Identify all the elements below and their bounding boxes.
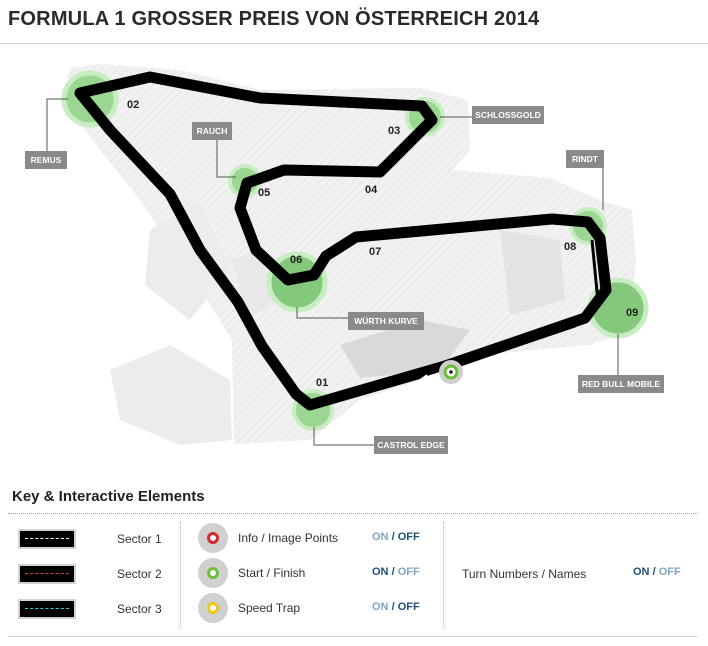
speed-trap-toggle: ON / OFF xyxy=(372,601,420,613)
key-divider xyxy=(8,513,698,514)
direction-arrow xyxy=(420,372,441,381)
sector-1-legend: Sector 1 xyxy=(20,529,220,551)
toggle-separator: / xyxy=(652,566,656,578)
start-finish-toggle: ON / OFF xyxy=(372,566,420,578)
turn-numbers-off[interactable]: OFF xyxy=(658,566,681,578)
turn-number-04: 04 xyxy=(365,184,378,196)
svg-text:CASTROL EDGE: CASTROL EDGE xyxy=(377,440,445,450)
corner-badge-rauch: RAUCH xyxy=(192,122,232,140)
svg-text:RAUCH: RAUCH xyxy=(197,126,228,136)
start-finish-label: Start / Finish xyxy=(238,566,306,580)
svg-text:WÜRTH KURVE: WÜRTH KURVE xyxy=(354,316,418,326)
turn-number-01: 01 xyxy=(316,377,328,389)
page-title: FORMULA 1 GROSSER PREIS VON ÖSTERREICH 2… xyxy=(8,8,540,30)
track-outline xyxy=(74,71,612,411)
key-column-divider xyxy=(180,522,181,628)
turn-numbers-label: Turn Numbers / Names xyxy=(462,567,587,581)
turn-number-07: 07 xyxy=(369,246,381,258)
sector-3-label: Sector 3 xyxy=(117,602,162,616)
turn-number-02: 02 xyxy=(127,99,139,111)
turn-number-09: 09 xyxy=(626,307,638,319)
speed-trap-row: Speed Trap xyxy=(198,593,438,623)
start-finish-row: Start / Finish xyxy=(198,558,438,588)
sector-3-swatch xyxy=(20,601,74,617)
start-finish-on[interactable]: ON xyxy=(372,566,389,578)
speed-trap-label: Speed Trap xyxy=(238,601,301,615)
corner-badge-schlossgold: SCHLOSSGOLD xyxy=(472,106,544,124)
sector-2-legend: Sector 2 xyxy=(20,564,220,586)
toggle-separator: / xyxy=(391,566,395,578)
turn-numbers-toggle: ON / OFF xyxy=(633,566,681,578)
svg-text:SCHLOSSGOLD: SCHLOSSGOLD xyxy=(475,110,541,120)
speed-trap-off[interactable]: OFF xyxy=(397,601,420,613)
key-column-divider xyxy=(443,522,444,628)
corner-badge-wurth-kurve: WÜRTH KURVE xyxy=(348,312,424,330)
svg-text:RINDT: RINDT xyxy=(572,154,599,164)
sector-1-label: Sector 1 xyxy=(117,532,162,546)
sector-1-swatch xyxy=(20,531,74,547)
sector-2-label: Sector 2 xyxy=(117,567,162,581)
sector-2-swatch xyxy=(20,566,74,582)
key-title: Key & Interactive Elements xyxy=(12,488,205,505)
turn-number-03: 03 xyxy=(388,125,400,137)
corner-badge-rindt: RINDT xyxy=(566,150,604,168)
corner-badge-remus: REMUS xyxy=(25,151,67,169)
turn-number-05: 05 xyxy=(258,187,270,199)
start-finish-off[interactable]: OFF xyxy=(397,566,420,578)
circuit-map: 01 02 03 04 05 06 07 08 09 REMUS RAUCH S… xyxy=(25,64,664,454)
turn-numbers: 01 02 03 04 05 06 07 08 09 xyxy=(127,99,638,389)
start-finish-marker[interactable] xyxy=(439,360,463,384)
toggle-separator: / xyxy=(391,531,395,543)
sector-3-legend: Sector 3 xyxy=(20,599,220,621)
speed-trap-on[interactable]: ON xyxy=(372,601,389,613)
key-bottom-divider xyxy=(8,636,698,637)
info-image-points-label: Info / Image Points xyxy=(238,531,339,545)
venue-area xyxy=(62,64,636,445)
pit-lane xyxy=(449,239,600,370)
speed-trap-icon xyxy=(198,593,228,623)
title-divider xyxy=(0,43,708,44)
corner-badge-castrol-edge: CASTROL EDGE xyxy=(374,436,448,454)
toggle-separator: / xyxy=(391,601,395,613)
svg-text:REMUS: REMUS xyxy=(31,155,62,165)
turn-number-08: 08 xyxy=(564,241,576,253)
info-points-off[interactable]: OFF xyxy=(397,531,420,543)
corner-leader-lines xyxy=(46,98,619,446)
info-image-points-row: Info / Image Points xyxy=(198,523,438,553)
info-point-icon xyxy=(198,523,228,553)
turn-number-06: 06 xyxy=(290,254,302,266)
info-points-on[interactable]: ON xyxy=(372,531,389,543)
corner-badge-red-bull-mobile: RED BULL MOBILE xyxy=(578,375,664,393)
info-points-toggle: ON / OFF xyxy=(372,531,420,543)
svg-text:RED BULL MOBILE: RED BULL MOBILE xyxy=(582,379,661,389)
turn-numbers-on[interactable]: ON xyxy=(633,566,650,578)
start-finish-icon xyxy=(198,558,228,588)
